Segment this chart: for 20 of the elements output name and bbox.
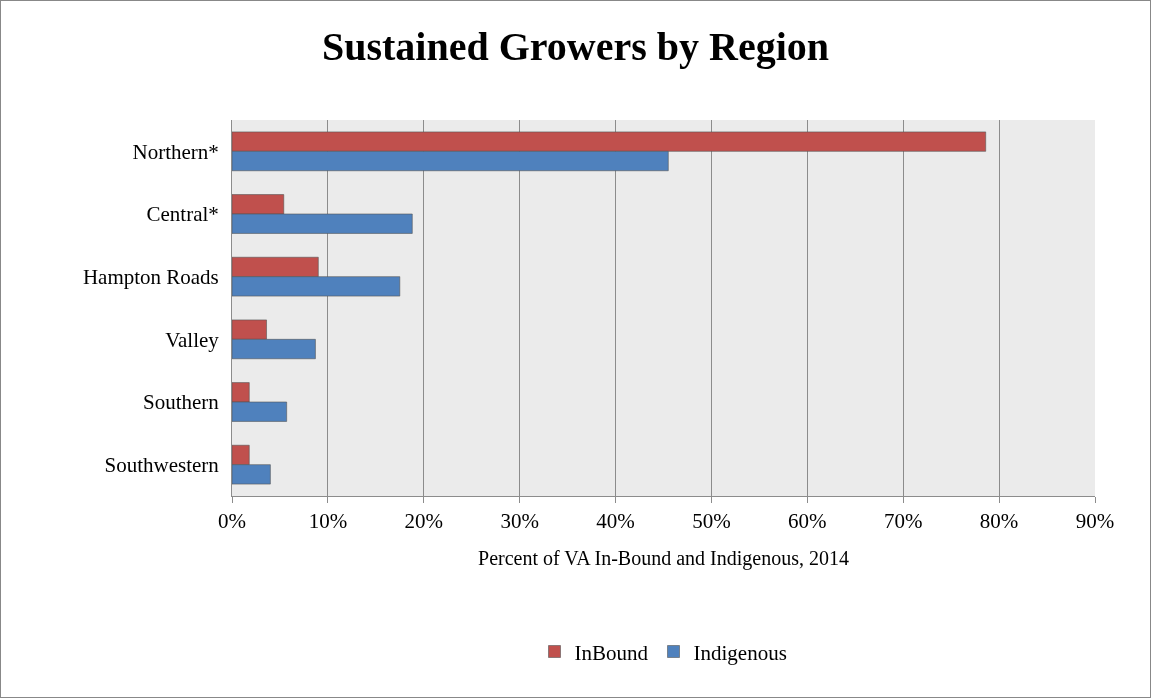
x-tick-label: 40% <box>596 509 635 534</box>
x-tick-label: 90% <box>1075 509 1115 534</box>
x-tick-label: 10% <box>308 509 348 534</box>
x-tick-label: 60% <box>788 509 827 534</box>
y-tick-label: Southwestern <box>104 453 220 478</box>
x-tick-label: 50% <box>692 509 731 534</box>
x-tick-label: 30% <box>500 509 539 534</box>
x-tick-label: 20% <box>404 509 444 534</box>
y-tick-label: Valley <box>165 327 220 352</box>
x-tick-label: 0% <box>218 509 246 534</box>
chart-title: Sustained Growers by Region <box>321 24 830 70</box>
y-tick-label: Southern <box>142 390 220 415</box>
x-axis-title: Percent of VA In-Bound and Indigenous, 2014 <box>478 546 849 570</box>
legend-label: InBound <box>574 640 649 665</box>
x-tick-label: 80% <box>979 509 1019 534</box>
y-tick-label: Northern* <box>132 139 219 164</box>
y-tick-label: Hampton Roads <box>82 265 219 290</box>
legend-label: Indigenous <box>693 640 787 665</box>
x-tick-label: 70% <box>883 509 923 534</box>
y-tick-label: Central* <box>146 202 219 227</box>
